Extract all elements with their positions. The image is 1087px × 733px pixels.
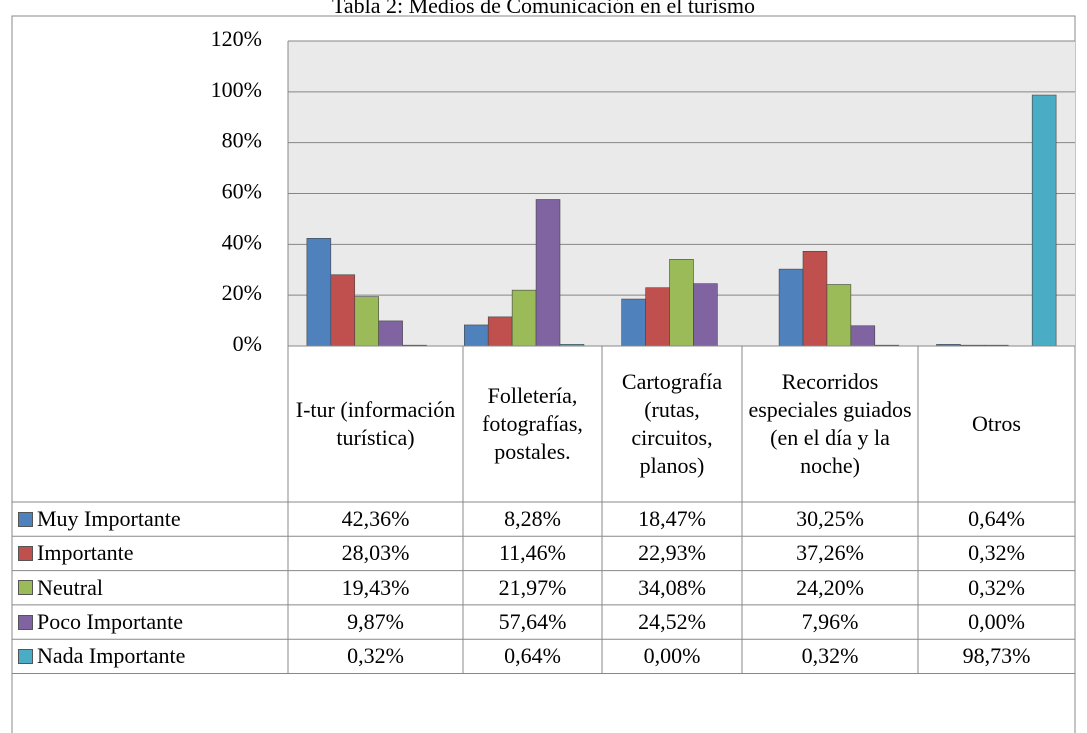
bar xyxy=(463,324,489,347)
category-label: Otros xyxy=(972,411,1021,436)
bar xyxy=(850,325,876,347)
table-value: 0,64% xyxy=(968,506,1025,532)
table-value: 24,20% xyxy=(796,574,864,600)
legend-label: Nada Importante xyxy=(37,643,186,669)
y-tick-label: 20% xyxy=(222,280,262,305)
table-value: 24,52% xyxy=(638,609,706,635)
y-tick-label: 80% xyxy=(222,128,262,153)
y-tick-label: 100% xyxy=(211,77,262,102)
table-value: 0,00% xyxy=(968,609,1025,635)
legend-swatch xyxy=(18,580,33,596)
y-tick-label: 0% xyxy=(233,331,262,356)
bar xyxy=(645,287,670,347)
table-value: 34,08% xyxy=(638,574,706,600)
bar xyxy=(778,268,804,347)
table-value: 57,64% xyxy=(498,609,567,635)
category-label: Recorridos especiales guiados (en el día… xyxy=(748,369,912,478)
category-label: I-tur (información turística) xyxy=(295,397,456,450)
legend-entry: Nada Importante xyxy=(12,639,288,673)
bar xyxy=(1031,94,1057,347)
y-tick-label: 60% xyxy=(222,179,262,204)
table-value: 18,47% xyxy=(638,506,706,532)
table-value: 9,87% xyxy=(347,609,404,635)
bar xyxy=(693,283,718,347)
table-value: 19,43% xyxy=(341,574,410,600)
legend-entry: Muy Importante xyxy=(12,502,288,536)
bar xyxy=(802,250,828,347)
table-value: 30,25% xyxy=(796,506,864,532)
legend-entry: Neutral xyxy=(12,571,288,605)
table-value: 11,46% xyxy=(498,540,566,566)
legend-label: Poco Importante xyxy=(37,609,184,635)
table-value: 28,03% xyxy=(341,540,410,566)
y-tick-label: 120% xyxy=(211,26,262,51)
bar xyxy=(354,296,379,347)
table-value: 0,32% xyxy=(968,574,1025,600)
table-value: 0,32% xyxy=(347,643,404,669)
legend-label: Importante xyxy=(37,540,134,566)
category-label: Folletería, fotografías, postales. xyxy=(482,383,583,464)
chart-title: Tabla 2: Medios de Comunicación en el tu… xyxy=(331,0,756,18)
table-value: 22,93% xyxy=(638,540,706,566)
table-value: 0,00% xyxy=(643,643,701,669)
legend-swatch xyxy=(18,511,33,527)
bar xyxy=(330,274,356,347)
legend-label: Neutral xyxy=(37,574,103,600)
table-value: 0,32% xyxy=(801,643,859,669)
bar xyxy=(621,298,646,347)
table-value: 7,96% xyxy=(801,609,859,635)
legend-entry: Poco Importante xyxy=(12,605,288,639)
table-value: 42,36% xyxy=(341,506,410,532)
bar xyxy=(511,289,537,347)
legend-swatch xyxy=(18,648,33,664)
table-value: 0,32% xyxy=(968,540,1025,566)
bar xyxy=(535,199,561,347)
legend-label: Muy Importante xyxy=(37,506,181,532)
bar xyxy=(378,320,403,347)
legend-swatch xyxy=(18,545,33,561)
bar xyxy=(669,259,694,347)
table-value: 21,97% xyxy=(498,574,567,600)
legend-entry: Importante xyxy=(12,536,288,570)
table-value: 0,64% xyxy=(504,643,561,669)
table-value: 37,26% xyxy=(796,540,864,566)
table-value: 98,73% xyxy=(962,643,1031,669)
bar xyxy=(306,238,332,347)
y-tick-label: 40% xyxy=(222,229,262,254)
table-value: 8,28% xyxy=(504,506,561,532)
bar xyxy=(826,284,852,347)
category-label: Cartografía (rutas, circuitos, planos) xyxy=(621,369,723,478)
bar xyxy=(487,316,513,347)
legend-swatch xyxy=(18,614,33,630)
